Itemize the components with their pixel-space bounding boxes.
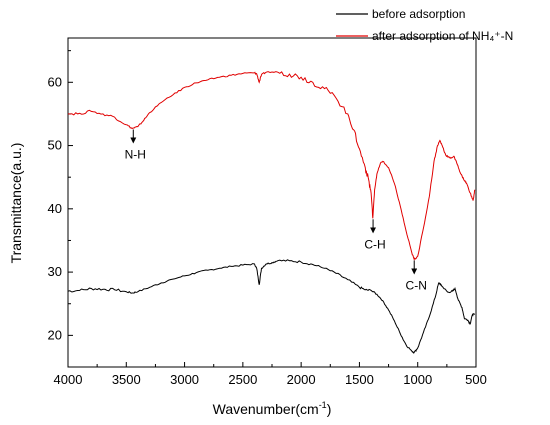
y-tick-label: 30 bbox=[48, 264, 62, 279]
legend: before adsorption after adsorption of NH… bbox=[336, 7, 513, 43]
x-axis-title-sup: -1 bbox=[319, 400, 327, 410]
legend-label-after: after adsorption of NH₄⁺-N bbox=[372, 29, 513, 43]
x-tick-label: 2000 bbox=[287, 372, 316, 387]
series-group bbox=[67, 71, 476, 354]
annotation-label: C-H bbox=[364, 237, 385, 251]
annotation-group: N-H C-H C-N bbox=[125, 129, 427, 292]
y-tick-label: 50 bbox=[48, 138, 62, 153]
y-tick-label: 20 bbox=[48, 327, 62, 342]
x-tick-label: 3000 bbox=[170, 372, 199, 387]
annotation-label: C-N bbox=[406, 278, 427, 292]
y-axis-title: Transmittance(a.u.) bbox=[8, 143, 24, 264]
x-tick-label: 1000 bbox=[403, 372, 432, 387]
series-line-after bbox=[67, 71, 476, 261]
axis-ticks: 4000 3500 3000 2500 2000 1500 1000 500 20 30 40 50 6… bbox=[48, 50, 487, 387]
x-axis-title-end: ) bbox=[327, 401, 332, 417]
plot-frame bbox=[67, 37, 477, 368]
series-line-before bbox=[67, 259, 476, 354]
x-tick-label: 4000 bbox=[54, 372, 83, 387]
y-tick-label: 60 bbox=[48, 74, 62, 89]
x-axis-title: Wavenumber(cm-1) bbox=[213, 400, 332, 417]
legend-label-before: before adsorption bbox=[372, 7, 465, 21]
x-tick-label: 3500 bbox=[112, 372, 141, 387]
x-axis-title-main: Wavenumber(cm bbox=[213, 401, 319, 417]
y-tick-label: 40 bbox=[48, 201, 62, 216]
x-tick-label: 1500 bbox=[345, 372, 374, 387]
annotation-label: N-H bbox=[125, 147, 146, 161]
x-tick-label: 2500 bbox=[228, 372, 257, 387]
x-tick-label: 500 bbox=[465, 372, 487, 387]
